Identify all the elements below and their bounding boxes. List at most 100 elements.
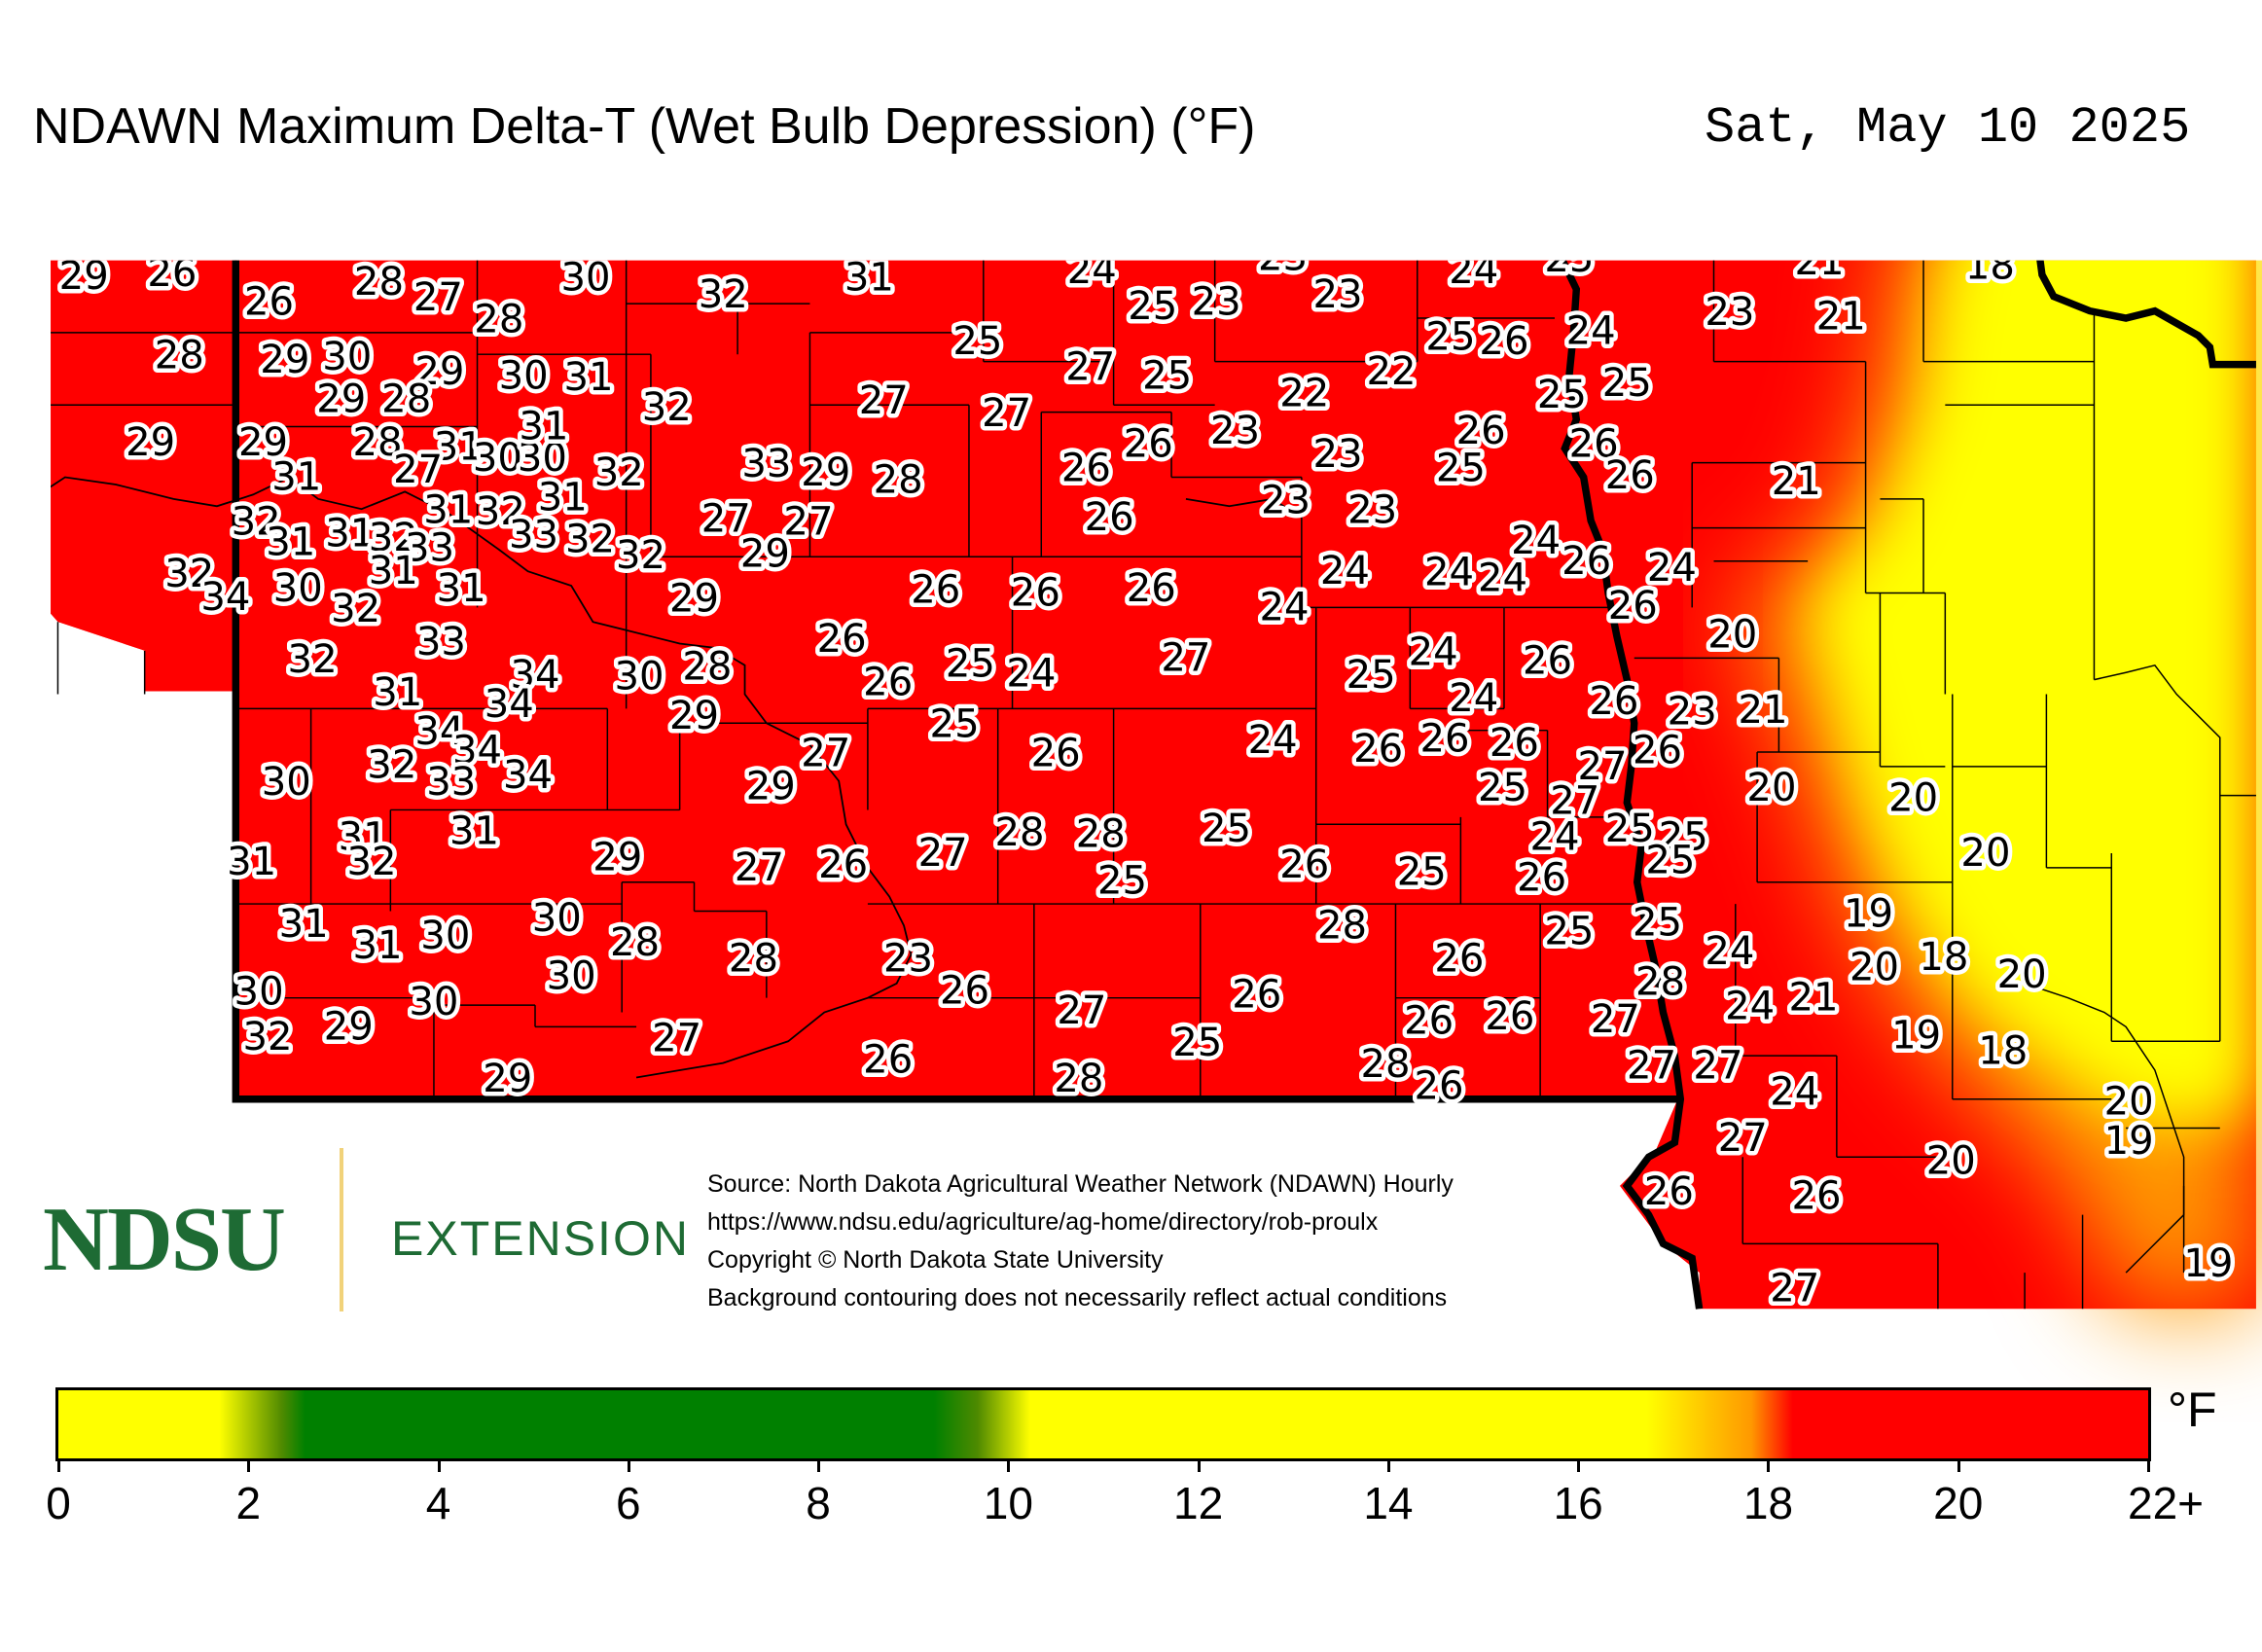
station-value: 18 bbox=[1919, 935, 1968, 980]
station-value: 18 bbox=[1965, 244, 2015, 289]
station-value: 27 bbox=[918, 831, 968, 876]
station-value: 27 bbox=[1550, 779, 1599, 824]
station-value: 32 bbox=[594, 450, 644, 495]
station-value: 25 bbox=[1605, 807, 1655, 851]
station-value: 24 bbox=[1006, 652, 1056, 697]
station-value: 32 bbox=[164, 552, 214, 596]
station-value: 25 bbox=[1602, 361, 1652, 406]
station-value: 26 bbox=[1569, 421, 1619, 466]
station-value: 30 bbox=[420, 914, 470, 958]
source-line: Source: North Dakota Agricultural Weathe… bbox=[707, 1170, 1454, 1198]
station-value: 24 bbox=[1248, 718, 1298, 763]
station-value: 18 bbox=[1978, 1029, 2028, 1074]
station-value: 19 bbox=[2183, 1241, 2233, 1286]
station-value: 28 bbox=[474, 298, 523, 342]
station-value: 26 bbox=[1061, 447, 1111, 491]
copyright-line: Copyright © North Dakota State Universit… bbox=[707, 1246, 1164, 1274]
station-value: 27 bbox=[413, 275, 463, 320]
station-value: 25 bbox=[1397, 849, 1447, 894]
station-value: 26 bbox=[147, 251, 197, 296]
station-value: 27 bbox=[735, 845, 784, 890]
station-value: 29 bbox=[483, 1057, 532, 1101]
station-value: 26 bbox=[1232, 973, 1281, 1018]
station-value: 26 bbox=[244, 280, 294, 325]
station-value: 33 bbox=[426, 760, 476, 805]
station-value: 32 bbox=[331, 587, 380, 631]
station-value: 19 bbox=[2104, 1119, 2154, 1164]
station-value: 21 bbox=[1794, 239, 1844, 284]
station-value: 29 bbox=[316, 377, 366, 421]
station-value: 25 bbox=[1142, 353, 1192, 398]
station-value: 26 bbox=[1792, 1173, 1842, 1218]
station-value: 28 bbox=[354, 260, 404, 305]
legend-unit: °F bbox=[2168, 1383, 2217, 1437]
station-value: 28 bbox=[155, 334, 204, 378]
station-value: 26 bbox=[1404, 998, 1454, 1043]
station-value: 30 bbox=[547, 953, 596, 998]
station-value: 25 bbox=[1202, 807, 1251, 851]
station-value: 27 bbox=[1718, 1116, 1768, 1161]
station-value: 23 bbox=[1312, 432, 1362, 477]
station-value: 26 bbox=[1633, 728, 1682, 772]
ndsu-wordmark: NDSU bbox=[43, 1189, 286, 1290]
station-value: 28 bbox=[610, 920, 660, 965]
station-value: 29 bbox=[746, 765, 796, 809]
station-value: 32 bbox=[232, 500, 281, 545]
station-value: 24 bbox=[1409, 629, 1458, 674]
station-value: 30 bbox=[499, 353, 549, 398]
station-value: 34 bbox=[503, 753, 553, 798]
station-value: 20 bbox=[1926, 1139, 1976, 1184]
station-value: 20 bbox=[1960, 831, 2010, 876]
station-value: 31 bbox=[373, 670, 422, 715]
station-value: 25 bbox=[1425, 314, 1475, 359]
station-value: 29 bbox=[592, 835, 642, 880]
station-value: 25 bbox=[1346, 653, 1396, 698]
station-value: 34 bbox=[510, 653, 559, 698]
station-value: 24 bbox=[1511, 519, 1561, 563]
station-value: 32 bbox=[346, 840, 396, 884]
station-value: 32 bbox=[369, 516, 418, 560]
station-value: 20 bbox=[1997, 952, 2047, 997]
station-value: 27 bbox=[1627, 1044, 1676, 1089]
station-value: 26 bbox=[1589, 679, 1638, 724]
station-value: 26 bbox=[1124, 421, 1173, 466]
red-river-border bbox=[1558, 260, 1704, 1310]
station-value: 26 bbox=[1127, 566, 1176, 611]
station-value: 25 bbox=[1659, 815, 1708, 860]
station-value: 25 bbox=[1544, 909, 1594, 953]
ndsu-extension-logo: NDSU EXTENSION bbox=[43, 1148, 688, 1313]
station-value: 28 bbox=[994, 810, 1044, 855]
station-value: 26 bbox=[1419, 717, 1469, 762]
station-value: 32 bbox=[642, 385, 692, 430]
station-value: 31 bbox=[266, 520, 315, 564]
station-value: 31 bbox=[423, 488, 473, 533]
station-value: 26 bbox=[1031, 731, 1081, 775]
station-value: 27 bbox=[1693, 1044, 1742, 1089]
station-value: 27 bbox=[982, 391, 1031, 436]
station-value: 24 bbox=[1770, 1069, 1819, 1114]
station-value: 24 bbox=[1424, 551, 1474, 595]
station-value: 27 bbox=[801, 731, 850, 775]
station-value: 22 bbox=[1366, 349, 1416, 394]
station-value: 24 bbox=[1705, 929, 1754, 974]
station-value: 24 bbox=[1320, 549, 1370, 593]
station-value: 30 bbox=[234, 970, 284, 1015]
station-value: 25 bbox=[946, 641, 995, 686]
mn-canada-border bbox=[2036, 260, 2256, 369]
station-value: 24 bbox=[1449, 248, 1498, 293]
station-value: 33 bbox=[416, 620, 466, 664]
station-value: 23 bbox=[1347, 488, 1397, 533]
station-value: 28 bbox=[1361, 1042, 1411, 1087]
station-value: 31 bbox=[369, 549, 418, 593]
station-value: 26 bbox=[1479, 319, 1528, 364]
station-value: 21 bbox=[1816, 295, 1866, 340]
station-value: 30 bbox=[615, 655, 664, 700]
county-boundaries bbox=[51, 260, 2220, 1310]
station-value: 26 bbox=[1011, 570, 1060, 615]
station-value: 32 bbox=[616, 533, 665, 578]
station-value: 25 bbox=[952, 319, 1002, 364]
station-value: 23 bbox=[1261, 478, 1311, 522]
station-value: 31 bbox=[227, 840, 276, 884]
station-value: 25 bbox=[1544, 236, 1594, 281]
